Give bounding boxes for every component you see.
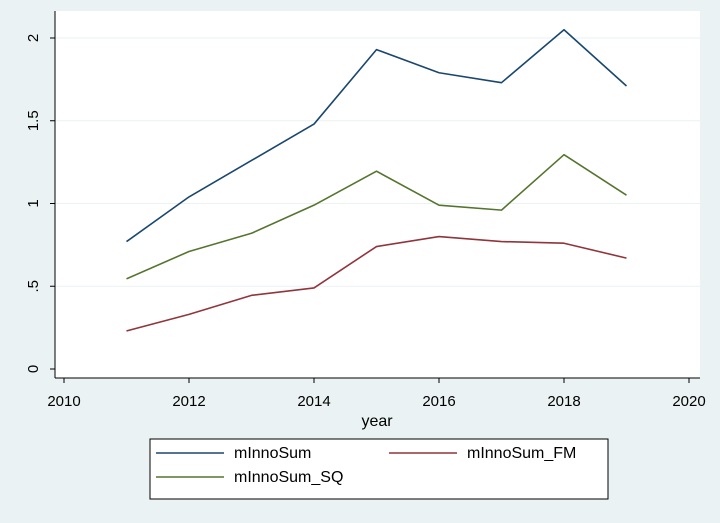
x-tick-label: 2018 xyxy=(547,393,580,410)
series-layer xyxy=(126,28,628,332)
legend-label-mInnoSum_FM: mInnoSum_FM xyxy=(467,445,576,462)
y-tick-label: 1 xyxy=(25,199,42,207)
legend: mInnoSum mInnoSum_FM mInnoSum_SQ xyxy=(149,438,609,500)
grid-layer xyxy=(55,37,700,287)
series-line-mInnoSum_SQ xyxy=(126,153,627,280)
x-tick-label: 2016 xyxy=(422,393,455,410)
y-tick-label: 0 xyxy=(25,365,42,373)
x-tick-label: 2010 xyxy=(47,393,80,410)
series-line-mInnoSum_FM xyxy=(126,235,627,332)
x-tick-label: 2014 xyxy=(297,393,330,410)
series-line-mInnoSum xyxy=(126,28,628,243)
legend-label-mInnoSum_SQ: mInnoSum_SQ xyxy=(234,469,343,486)
y-tick-label: 2 xyxy=(25,34,42,42)
plot-area xyxy=(55,11,700,378)
axis-layer: 0 .5 1 1.5 2 2010 2012 2014 2016 2018 2020 xyxy=(25,11,706,410)
legend-box xyxy=(149,438,609,500)
x-axis-title: year xyxy=(361,413,393,430)
x-tick-label: 2012 xyxy=(172,393,205,410)
x-tick-label: 2020 xyxy=(672,393,705,410)
y-tick-label: .5 xyxy=(25,280,42,293)
legend-label-mInnoSum: mInnoSum xyxy=(234,445,311,462)
y-tick-label: 1.5 xyxy=(25,110,42,131)
